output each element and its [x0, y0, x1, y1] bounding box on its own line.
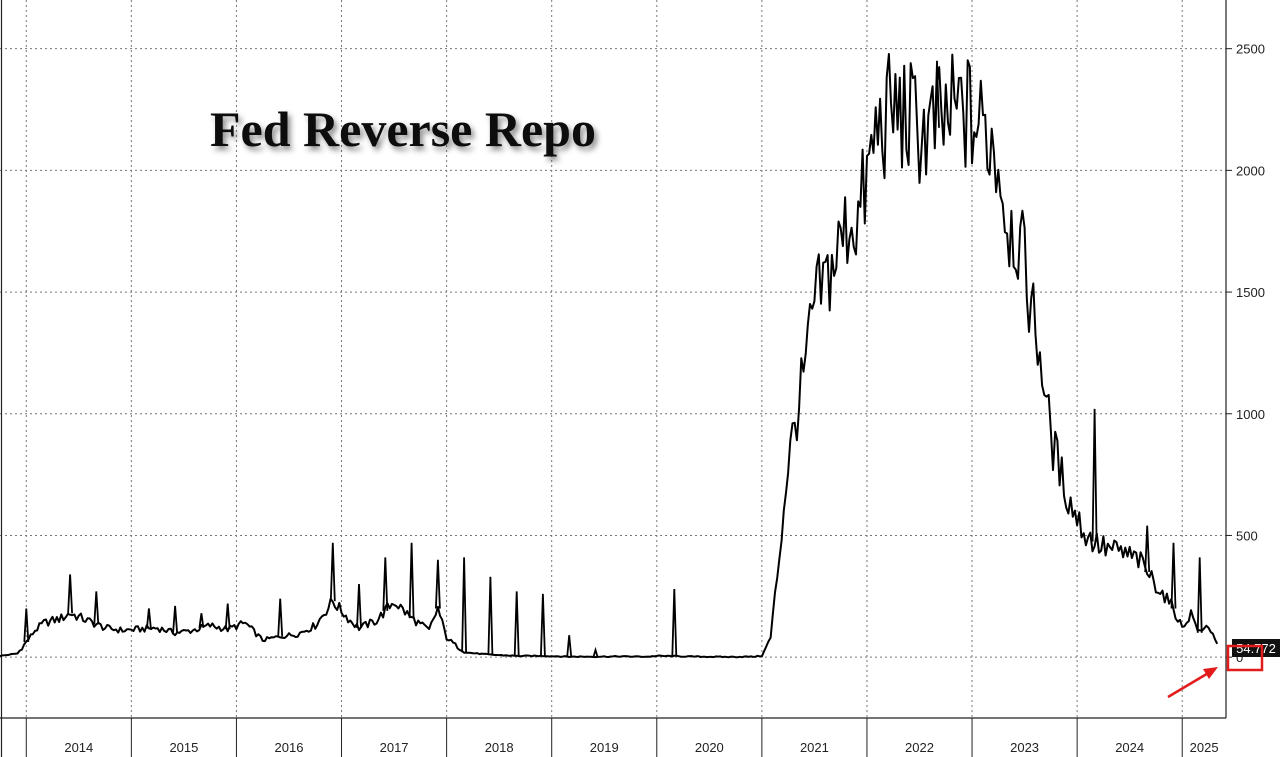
series-spike: [1144, 525, 1151, 573]
x-tick-label: 2024: [1115, 740, 1144, 755]
chart-title: Fed Reverse Repo: [210, 101, 596, 157]
series-spike: [540, 593, 546, 656]
series-spike: [1170, 542, 1177, 609]
series-spike: [1196, 557, 1203, 633]
y-tick-label: 2500: [1236, 42, 1265, 57]
series-spike: [435, 559, 441, 609]
x-tick-label: 2014: [64, 740, 93, 755]
series-spike: [934, 60, 940, 128]
y-tick-label: 500: [1236, 528, 1258, 543]
series-spike: [592, 646, 599, 657]
series-spike: [461, 557, 467, 653]
y-tick-label: 1000: [1236, 407, 1265, 422]
x-tick-label: 2020: [695, 740, 724, 755]
y-tick-label-zero: 0: [1236, 650, 1243, 665]
series-spike: [487, 576, 494, 655]
tick-labels: 500 1000 1500 2000 2500 0 2014 2015 2016 2017 2018…: [64, 42, 1265, 755]
series-spike: [408, 542, 415, 619]
last-value-label: 54.772: [1236, 641, 1276, 656]
x-tick-label: 2019: [590, 740, 619, 755]
series-layer: [0, 53, 1219, 659]
annotation-arrow: [1167, 667, 1218, 699]
y-tick-label: 1500: [1236, 285, 1265, 300]
x-tick-label: 2021: [800, 740, 829, 755]
x-tick-label: 2018: [485, 740, 514, 755]
series-spike: [277, 598, 284, 637]
series-spike: [67, 574, 73, 614]
last-value-flag: 54.772: [1232, 639, 1280, 657]
series-spike: [23, 608, 30, 642]
gridlines: [0, 0, 1226, 718]
series-spike: [93, 591, 100, 625]
x-tick-label: 2022: [905, 740, 934, 755]
y-tick-label: 2000: [1236, 163, 1265, 178]
x-tick-label: 2017: [380, 740, 409, 755]
series-spike: [1091, 408, 1098, 542]
last-value-badge: [1232, 639, 1280, 657]
zero-highlight-box: [1226, 644, 1264, 672]
series-spike: [382, 557, 389, 611]
series-spike: [671, 588, 678, 657]
series-spike: [198, 613, 205, 629]
arrow-head: [1203, 667, 1218, 679]
series-spike: [566, 635, 573, 657]
series-spike: [329, 542, 336, 602]
arrow-shaft: [1167, 670, 1211, 699]
series-spike: [172, 605, 178, 633]
axes: [0, 0, 1232, 757]
x-tick-label: 2023: [1010, 740, 1039, 755]
x-tick-label: 2015: [169, 740, 198, 755]
series-spike: [146, 608, 152, 629]
series-spike: [513, 591, 520, 656]
series-spike: [224, 603, 231, 630]
x-tick-label: 2025: [1190, 740, 1219, 755]
x-tick-label: 2016: [275, 740, 304, 755]
series-spike: [356, 584, 362, 628]
